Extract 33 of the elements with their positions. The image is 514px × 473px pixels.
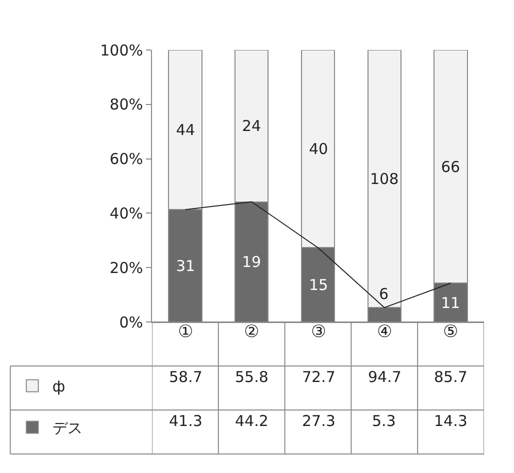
y-tick-label: 40%	[110, 204, 143, 222]
data-label: 58.7	[169, 368, 202, 386]
x-tick-label: ④	[377, 322, 392, 342]
legend-label: ф	[52, 378, 66, 396]
x-tick-label: ①	[178, 322, 194, 342]
x-tick-label: ⑤	[443, 322, 458, 342]
y-tick-label: 20%	[110, 258, 143, 277]
data-label: 72.7	[302, 368, 336, 386]
y-tick-label: 100%	[100, 41, 143, 60]
annotation: 31	[176, 257, 196, 275]
annotation: 6	[379, 285, 389, 303]
annotation: 108	[370, 170, 399, 188]
data-label: 27.3	[302, 412, 336, 430]
annotation: 40	[309, 140, 328, 158]
x-tick-label: ③	[311, 322, 326, 342]
annotation: 66	[441, 158, 460, 176]
annotation: 19	[242, 253, 262, 271]
annotation: 24	[242, 117, 262, 135]
data-label: 5.3	[372, 412, 396, 430]
data-label: 94.7	[368, 368, 402, 386]
data-label: 41.3	[169, 412, 202, 430]
y-tick-label: 0%	[119, 313, 143, 332]
data-label: 14.3	[434, 412, 468, 430]
annotation: 44	[176, 121, 196, 139]
annotation: 11	[441, 294, 460, 312]
data-label: 44.2	[235, 412, 268, 430]
data-label: 55.8	[235, 368, 268, 386]
legend-label: デス	[52, 419, 82, 438]
data-label: 85.7	[434, 368, 468, 386]
annotation: 15	[309, 276, 328, 294]
x-tick-label: ②	[244, 322, 260, 342]
y-tick-label: 60%	[110, 150, 143, 168]
y-tick-label: 80%	[110, 96, 143, 114]
